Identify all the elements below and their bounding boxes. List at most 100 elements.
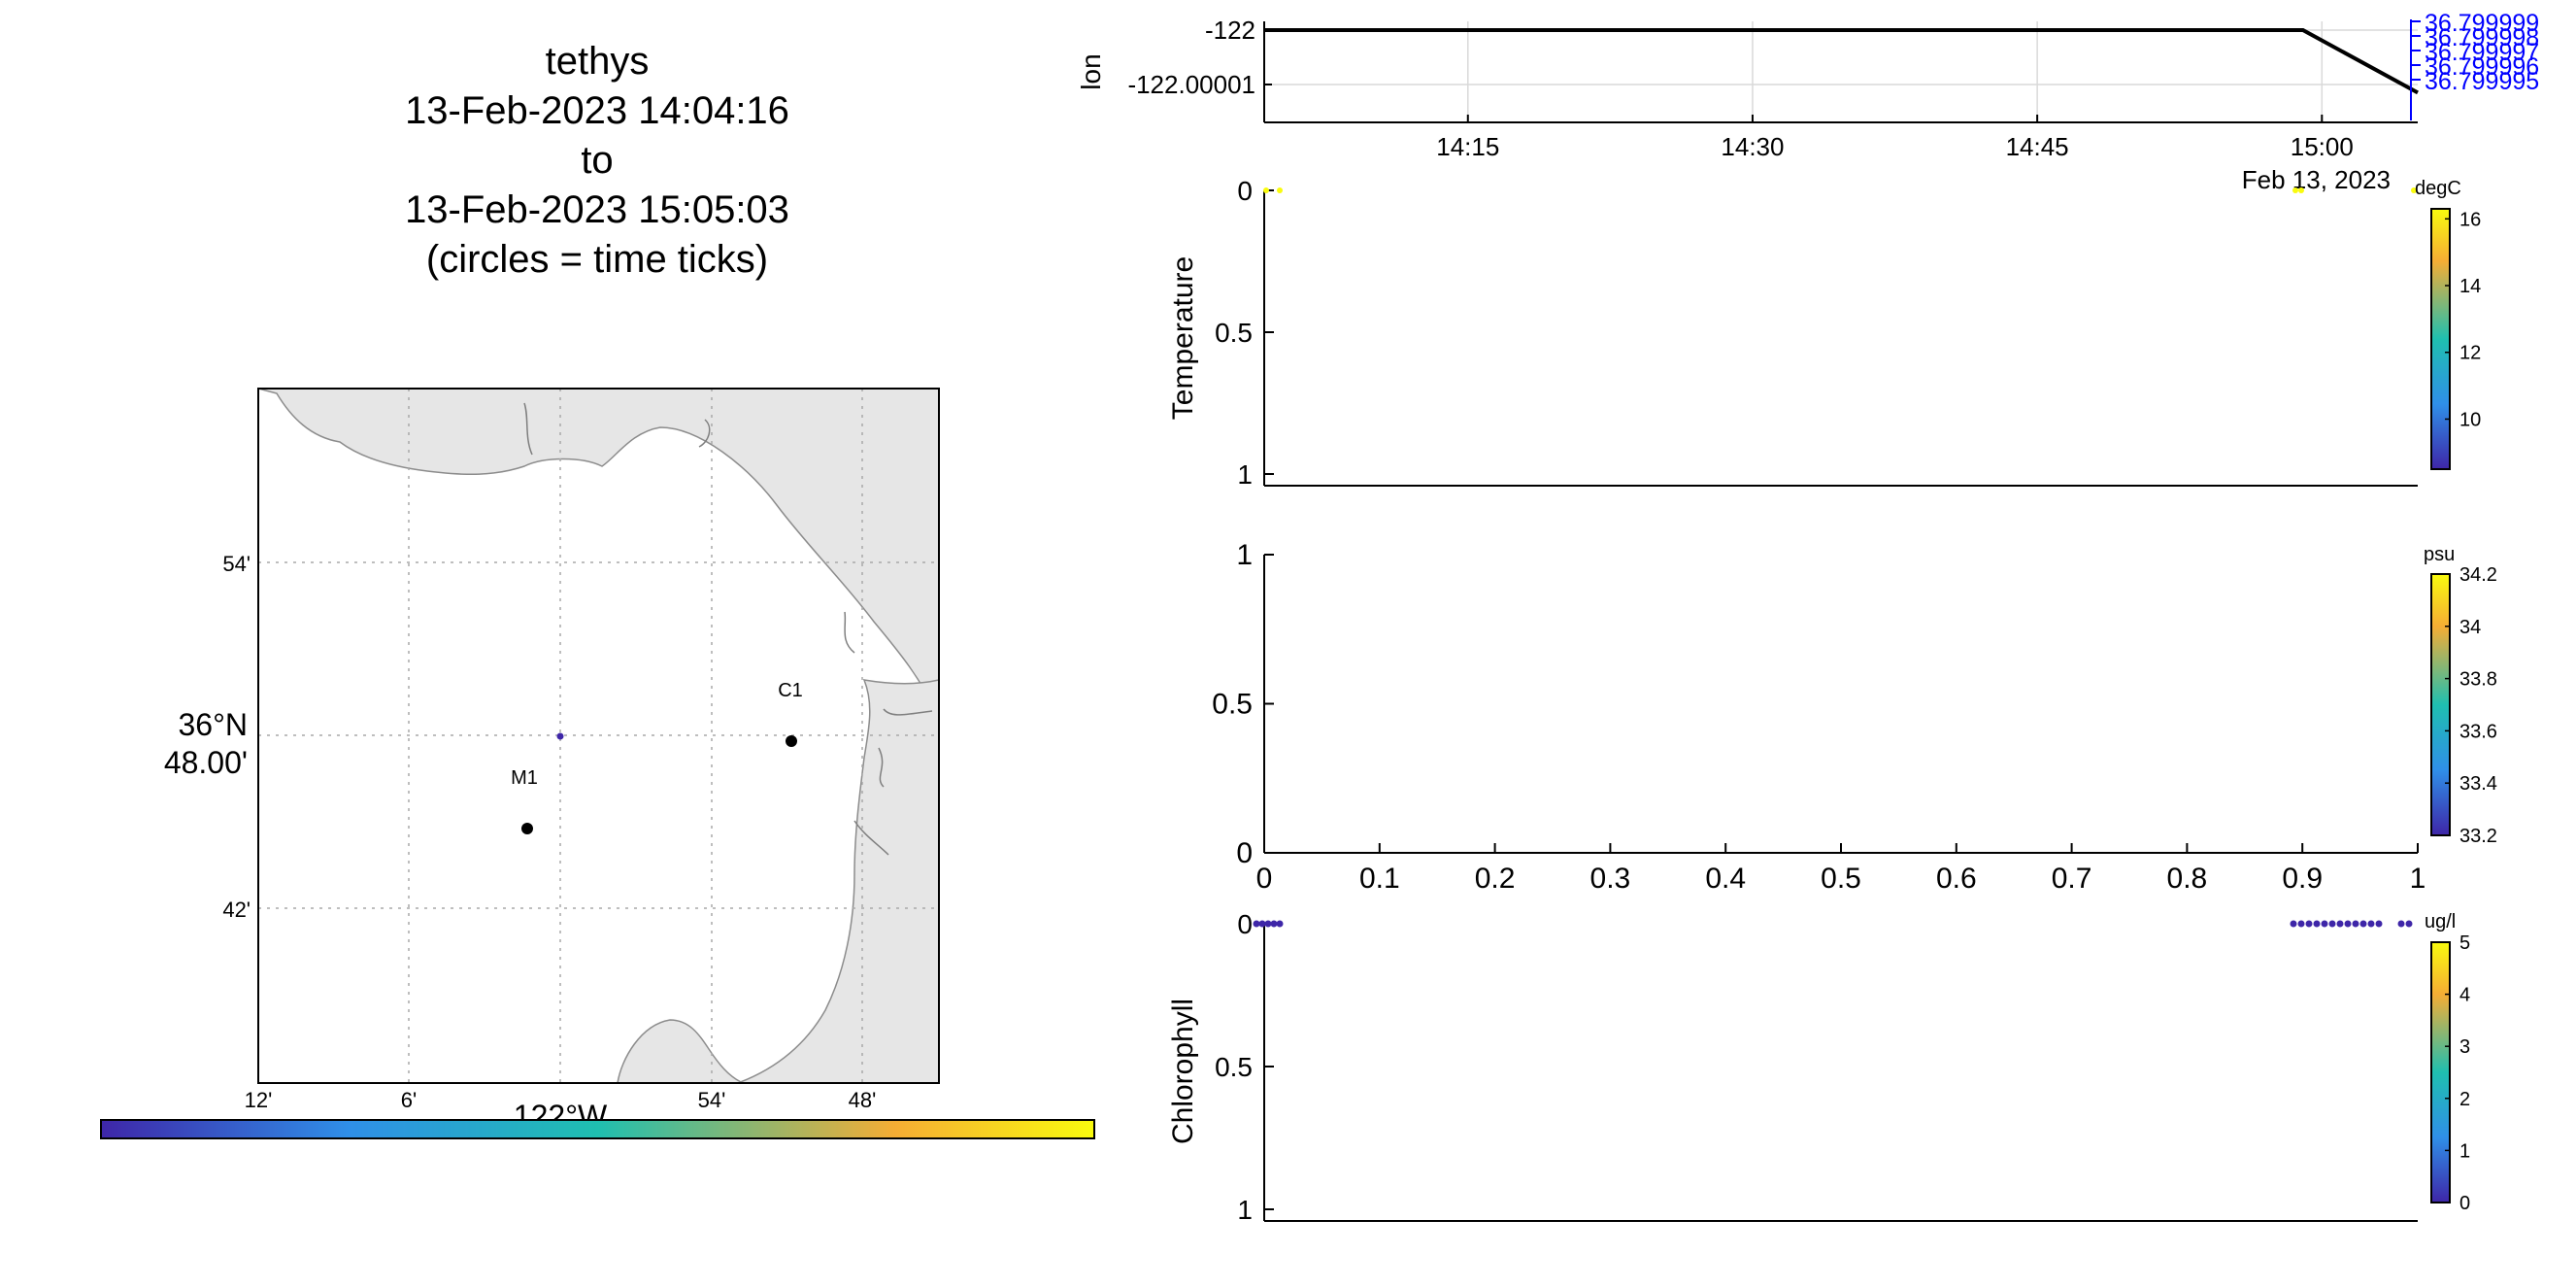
chlorophyll-point: [2290, 920, 2297, 928]
colorbar-tick-label: 10: [2459, 409, 2481, 430]
colorbar-tick-label: 33.6: [2459, 721, 2497, 742]
lon-xtick-label: 14:45: [2006, 132, 2069, 161]
salinity-panel: 10.50 0 0.1 0.2 0.3 0.4 0.5 0.6 0.7 0.8 0.9 1 psu …: [1212, 539, 2497, 895]
salinity-xtick-label: 0.1: [1359, 863, 1400, 895]
map-lat-tick-1: 54': [222, 552, 251, 576]
title-note: (circles = time ticks): [425, 238, 769, 281]
lat-ytick-label: 36.799996: [2425, 53, 2539, 81]
chlorophyll-point: [2321, 920, 2328, 928]
land-south: [617, 1019, 744, 1083]
ytick-label: 0: [1236, 837, 1253, 869]
salinity-xtick-label: 0.4: [1705, 863, 1746, 895]
map-lon-tick-1: 12': [245, 1088, 273, 1112]
chlorophyll-point: [1270, 920, 1278, 928]
lat-ytick-label: 36.799997: [2425, 39, 2539, 66]
chlorophyll-colorbar: [2430, 941, 2451, 1203]
colorbar-tick-label: 16: [2459, 209, 2481, 230]
temperature-point: [1263, 187, 1269, 193]
chlorophyll-point: [2405, 920, 2413, 928]
lon-xtick-label: 14:15: [1436, 132, 1499, 161]
lon-panel: lon -122-122.00001 14:15 14:30 14:45 15:00 …: [1076, 10, 2539, 194]
lon-grid: [1264, 21, 2418, 122]
lon-xtick-label: 14:30: [1721, 132, 1784, 161]
chlorophyll-point: [2328, 920, 2336, 928]
ytick-label: 0: [1237, 176, 1253, 206]
map-lat-center-min: 48.00': [164, 745, 248, 780]
chlorophyll-ylabel: Chlorophyll: [1167, 999, 1199, 1144]
chlorophyll-point: [2305, 920, 2313, 928]
temperature-point: [1277, 187, 1283, 193]
rivers: [523, 402, 933, 856]
lat-ytick-label: 36.799998: [2425, 24, 2539, 51]
ytick-label: 1: [1237, 459, 1253, 490]
ytick-label: 0.5: [1215, 1052, 1253, 1082]
chlorophyll-point: [1264, 920, 1272, 928]
salinity-colorbar: [2430, 573, 2451, 836]
station-m1-marker: [521, 823, 533, 834]
salinity-xtick-label: 0.8: [2167, 863, 2208, 895]
chlorophyll-point: [2375, 920, 2383, 928]
ytick-label: 0: [1237, 909, 1253, 939]
lon-ylabel: lon: [1076, 53, 1106, 89]
salinity-xtick-label: 0.9: [2282, 863, 2323, 895]
colorbar-tick-label: 0: [2459, 1193, 2470, 1214]
temperature-colorbar-unit: degC: [2415, 178, 2461, 199]
salinity-xtick-label: 0: [1256, 863, 1273, 895]
chlorophyll-point: [1258, 920, 1266, 928]
chlorophyll-points: [1253, 920, 2413, 928]
colorbar-tick-label: 33.2: [2459, 826, 2497, 847]
colorbar-tick-label: 5: [2459, 932, 2470, 954]
colorbar-tick-label: 34: [2459, 617, 2481, 638]
chlorophyll-point: [2297, 920, 2305, 928]
map-lon-tick-3: 54': [698, 1088, 726, 1112]
colorbar-tick-label: 3: [2459, 1036, 2470, 1058]
temperature-panel: Temperature 0 0.5 1 degC 16 14 12 10: [1167, 176, 2481, 490]
ytick-label: 0.5: [1212, 689, 1253, 721]
map-panel: 54' 42' 36°N 48.00' 12' 6' 54' 48' 122°W…: [164, 388, 940, 1134]
salinity-xtick-label: 0.2: [1475, 863, 1516, 895]
map-lon-tick-4: 48': [849, 1088, 877, 1112]
lat-ytick-label: 36.799995: [2425, 68, 2539, 95]
colorbar-tick-label: 1: [2459, 1140, 2470, 1162]
land-north: [258, 389, 939, 720]
map-frame: [257, 388, 940, 1084]
colorbar-tick-label: 12: [2459, 343, 2481, 364]
land-east: [737, 679, 939, 1083]
title-to: to: [581, 139, 614, 182]
temperature-colorbar: [2430, 208, 2451, 470]
chlorophyll-point: [2336, 920, 2344, 928]
chlorophyll-point: [2344, 920, 2352, 928]
lon-series-line: [1264, 28, 2419, 95]
chlorophyll-point: [2313, 920, 2321, 928]
colorbar-tick-label: 14: [2459, 276, 2481, 297]
map-lat-center-deg: 36°N: [179, 707, 249, 742]
lat-ytick-label: 36.799999: [2425, 10, 2539, 37]
chlorophyll-point: [2352, 920, 2359, 928]
map-lat-tick-2: 42': [222, 898, 251, 922]
horizontal-colorbar: [100, 1119, 1095, 1139]
salinity-xtick-label: 0.7: [2052, 863, 2092, 895]
lon-ytick-label: -122.00001: [1127, 70, 1255, 99]
salinity-xtick-label: 0.5: [1821, 863, 1861, 895]
figure-title: tethys 13-Feb-2023 14:04:16 to 13-Feb-20…: [282, 37, 913, 285]
chlorophyll-panel: Chlorophyll 0 0.5 1 ug/l 5 4 3 2 1 0: [1167, 909, 2470, 1225]
ytick-label: 1: [1237, 1195, 1253, 1225]
temperature-points: [1263, 187, 2417, 193]
title-vehicle: tethys: [545, 40, 650, 83]
chlorophyll-point: [1253, 920, 1260, 928]
salinity-xtick-label: 1: [2410, 863, 2426, 895]
temperature-point: [2298, 187, 2304, 193]
colorbar-tick-label: 34.2: [2459, 564, 2497, 586]
chlorophyll-point: [2359, 920, 2367, 928]
colorbar-tick-label: 33.8: [2459, 669, 2497, 691]
chlorophyll-colorbar-unit: ug/l: [2425, 911, 2456, 932]
lon-xtick-label: 15:00: [2291, 132, 2354, 161]
salinity-xtick-label: 0.6: [1936, 863, 1977, 895]
map-lon-tick-2: 6': [401, 1088, 417, 1112]
temperature-ylabel: Temperature: [1167, 256, 1199, 420]
temperature-point: [2411, 187, 2417, 193]
station-c1-label: C1: [778, 680, 803, 701]
title-start-time: 13-Feb-2023 14:04:16: [405, 89, 789, 132]
colorbar-tick-label: 33.4: [2459, 773, 2497, 795]
